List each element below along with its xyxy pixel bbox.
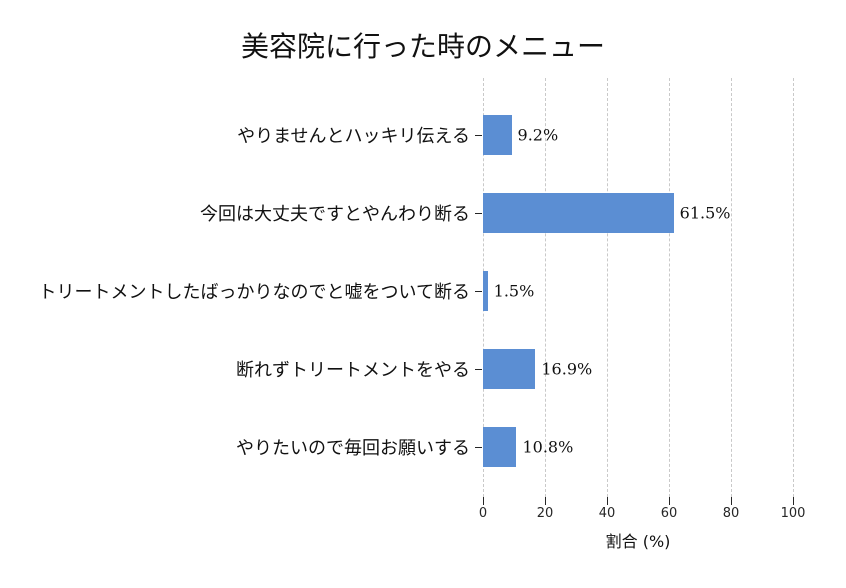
- plot-area: 9.2% 61.5% 1.5% 16.9% 10.8%: [475, 78, 794, 505]
- chart-title: 美容院に行った時のメニュー: [240, 30, 605, 63]
- x-tick-mark: [731, 497, 732, 505]
- x-tick-label: 0: [478, 506, 488, 521]
- x-axis-label: 割合 (%): [605, 532, 671, 551]
- x-tick-mark: [793, 497, 794, 505]
- x-tick-label: 40: [598, 506, 616, 521]
- bar-value-label: 10.8%: [522, 437, 574, 457]
- bar-value-label: 61.5%: [679, 203, 731, 223]
- category-label: 断れずトリートメントをやる: [236, 360, 470, 381]
- x-tick-mark: [545, 497, 546, 505]
- bar: [483, 115, 512, 155]
- gridline: [731, 78, 732, 497]
- x-tick-mark: [483, 497, 484, 505]
- x-tick-label: 60: [660, 506, 678, 521]
- y-axis-labels: やりませんとハッキリ伝える今回は大丈夫ですとやんわり断るトリートメントしたばっか…: [0, 78, 470, 497]
- category-label: 今回は大丈夫ですとやんわり断る: [200, 204, 470, 225]
- bar: [483, 271, 488, 311]
- x-tick-label: 20: [536, 506, 554, 521]
- category-label: やりたいので毎回お願いする: [236, 438, 470, 459]
- y-tick-mark: [475, 213, 482, 214]
- bar-value-label: 1.5%: [493, 281, 535, 301]
- bar-value-label: 16.9%: [541, 359, 593, 379]
- bar: [483, 427, 517, 467]
- bar-value-label: 9.2%: [517, 125, 559, 145]
- gridline: [545, 78, 546, 497]
- category-label: トリートメントしたばっかりなのでと嘘をついて断る: [38, 282, 470, 303]
- y-tick-mark: [475, 135, 482, 136]
- bar: [483, 193, 674, 233]
- x-tick-label: 80: [722, 506, 740, 521]
- category-label: やりませんとハッキリ伝える: [237, 126, 470, 147]
- y-tick-mark: [475, 291, 482, 292]
- y-tick-mark: [475, 369, 482, 370]
- x-tick-label: 100: [780, 506, 806, 521]
- y-tick-mark: [475, 447, 482, 448]
- bar: [483, 349, 536, 389]
- x-tick-mark: [669, 497, 670, 505]
- gridline: [669, 78, 670, 497]
- gridline: [793, 78, 794, 497]
- x-tick-mark: [607, 497, 608, 505]
- gridline: [607, 78, 608, 497]
